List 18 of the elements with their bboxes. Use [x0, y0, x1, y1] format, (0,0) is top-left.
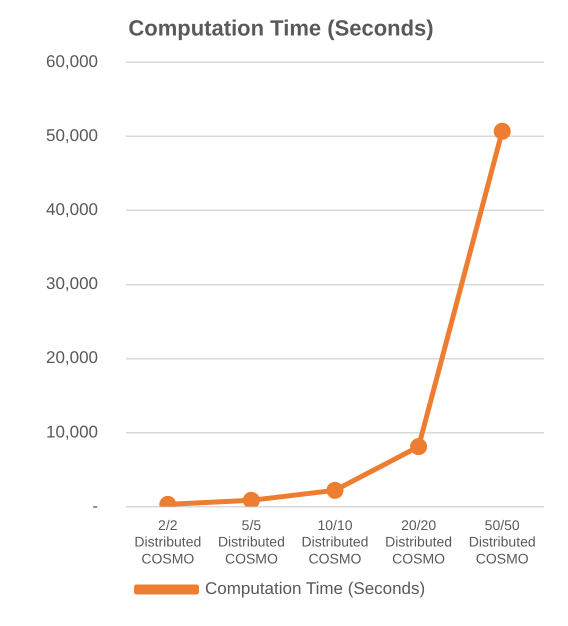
x-tick-label: 10/10 Distributed COSMO: [302, 516, 368, 566]
point: [242, 492, 260, 507]
point: [410, 438, 428, 456]
point: [326, 482, 344, 499]
x-tick-label: 20/20 Distributed COSMO: [385, 516, 452, 566]
legend-label: Computation Time (Seconds): [205, 579, 426, 598]
chart-title: Computation Time (Seconds): [128, 15, 434, 40]
y-tick-label: 50,000: [46, 126, 98, 146]
y-tick-label: 30,000: [46, 274, 98, 294]
x-tick-label: 5/5 Distributed COSMO: [218, 516, 285, 566]
y-tick-label: 10,000: [46, 422, 98, 442]
x-tick-label: 50/50 Distributed COSMO: [468, 516, 536, 566]
y-tick-label: 60,000: [46, 52, 98, 72]
y-tick-label: -: [92, 496, 98, 516]
x-tick-label: 2/2 Distributed COSMO: [134, 516, 202, 566]
y-tick-label: 20,000: [46, 348, 98, 368]
y-tick-label: 40,000: [46, 200, 98, 220]
point: [494, 122, 511, 140]
